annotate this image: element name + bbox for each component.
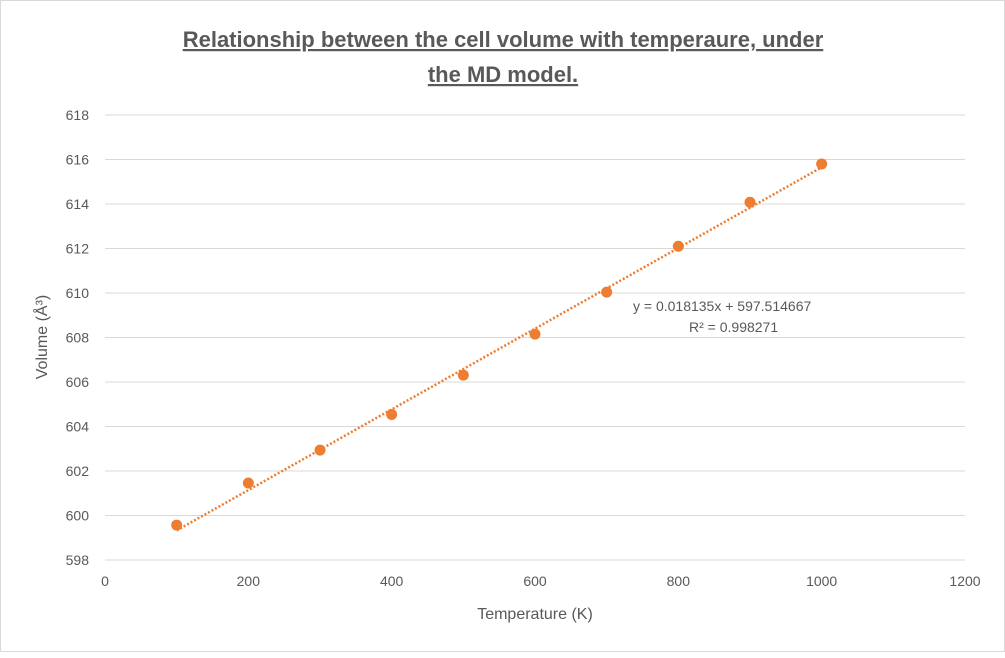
x-tick-label: 0 bbox=[101, 573, 109, 589]
data-point bbox=[457, 369, 469, 381]
y-tick-label: 602 bbox=[66, 463, 90, 479]
x-tick-label: 1200 bbox=[949, 573, 980, 589]
data-point bbox=[386, 408, 398, 420]
data-point bbox=[242, 477, 254, 489]
y-tick-label: 610 bbox=[66, 285, 90, 301]
data-point bbox=[529, 328, 541, 340]
y-tick-label: 616 bbox=[66, 152, 90, 168]
y-tick-label: 612 bbox=[66, 241, 90, 257]
data-point bbox=[672, 240, 684, 252]
trendline-equation: y = 0.018135x + 597.514667 bbox=[633, 298, 811, 314]
y-axis-label: Volume (Å³) bbox=[32, 295, 51, 379]
y-tick-label: 608 bbox=[66, 330, 90, 346]
trendline-r2: R² = 0.998271 bbox=[689, 319, 778, 335]
y-tick-label: 600 bbox=[66, 508, 90, 524]
y-tick-label: 604 bbox=[66, 419, 90, 435]
x-tick-label: 600 bbox=[523, 573, 547, 589]
data-point bbox=[314, 444, 326, 456]
y-tick-label: 618 bbox=[66, 107, 90, 123]
trendline bbox=[176, 166, 823, 532]
x-tick-label: 400 bbox=[380, 573, 404, 589]
y-tick-label: 606 bbox=[66, 374, 90, 390]
x-tick-label: 200 bbox=[237, 573, 261, 589]
chart-title-line1: Relationship between the cell volume wit… bbox=[183, 27, 824, 52]
x-tick-label: 1000 bbox=[806, 573, 837, 589]
x-tick-label: 800 bbox=[667, 573, 691, 589]
chart-title-line2: the MD model. bbox=[428, 62, 578, 87]
data-point bbox=[601, 286, 613, 298]
data-point bbox=[744, 196, 756, 208]
data-point bbox=[171, 519, 183, 531]
y-tick-label: 614 bbox=[66, 196, 90, 212]
x-axis-label: Temperature (K) bbox=[477, 606, 593, 623]
data-point bbox=[816, 158, 828, 170]
y-tick-label: 598 bbox=[66, 552, 90, 568]
